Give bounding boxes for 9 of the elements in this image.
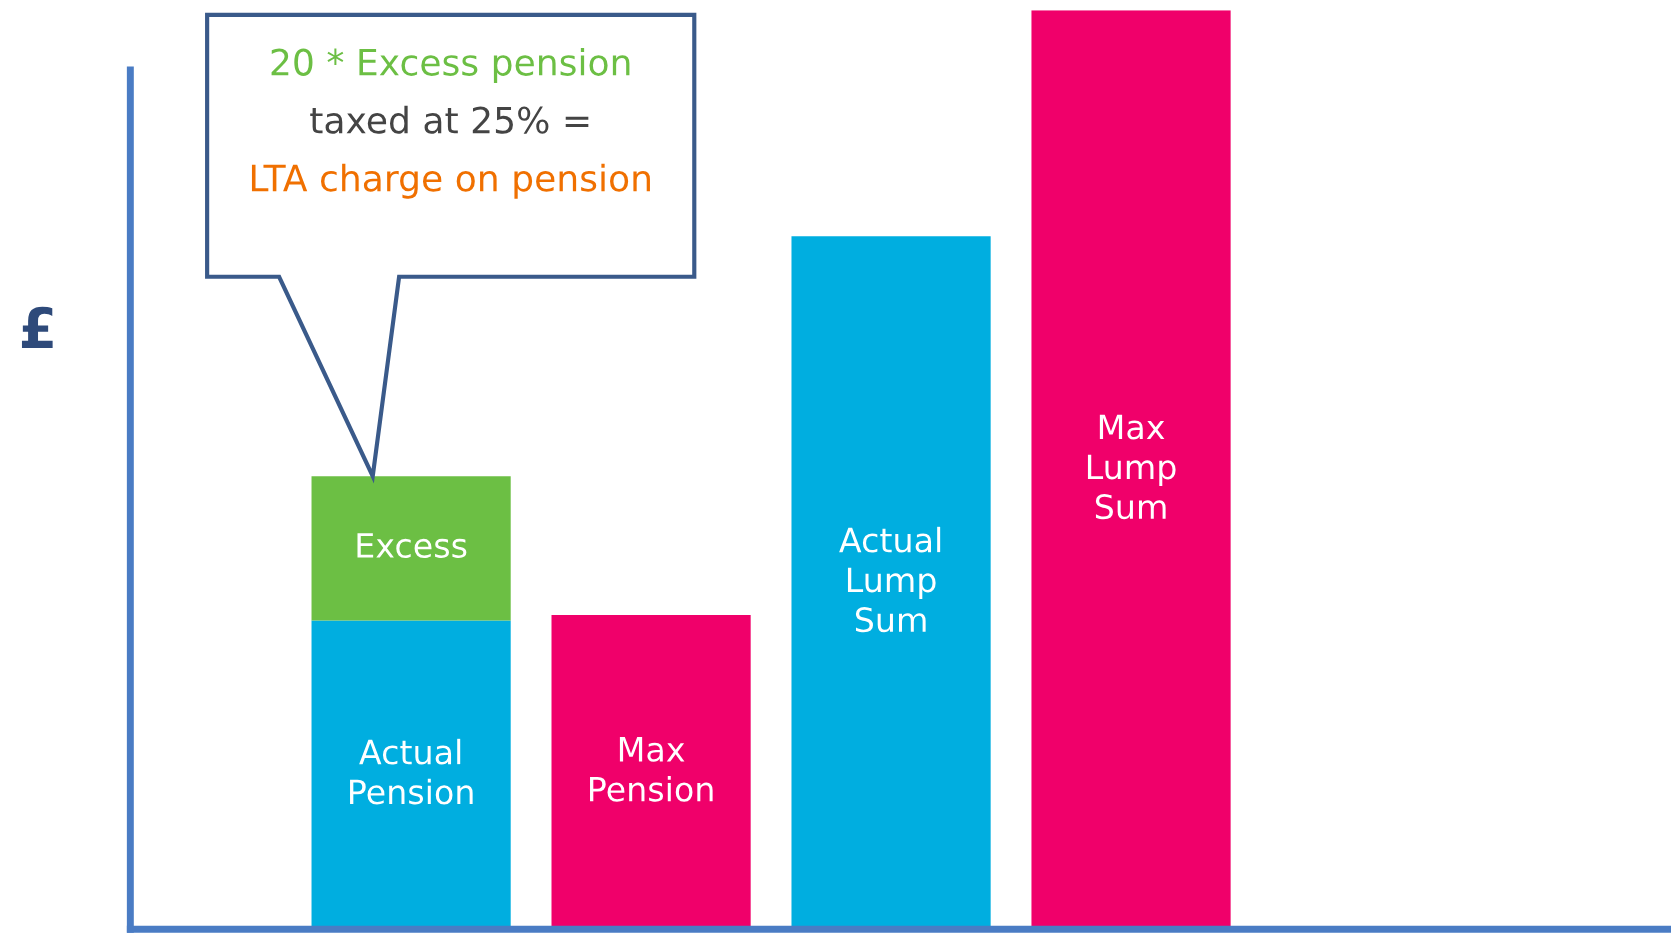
series-label: Max Pension [590,737,713,802]
annotation: 20 * Excess pension [271,47,630,83]
series-label: Excess [357,533,467,559]
series-label: Actual Lump Sum [839,526,941,633]
y-axis-title: £ [21,306,53,348]
series-label: Max Lump Sum [1087,414,1176,520]
series-label: Actual Pension [350,738,473,805]
annotation: taxed at 25% = [310,105,589,134]
annotation: LTA charge on pension [251,163,650,199]
